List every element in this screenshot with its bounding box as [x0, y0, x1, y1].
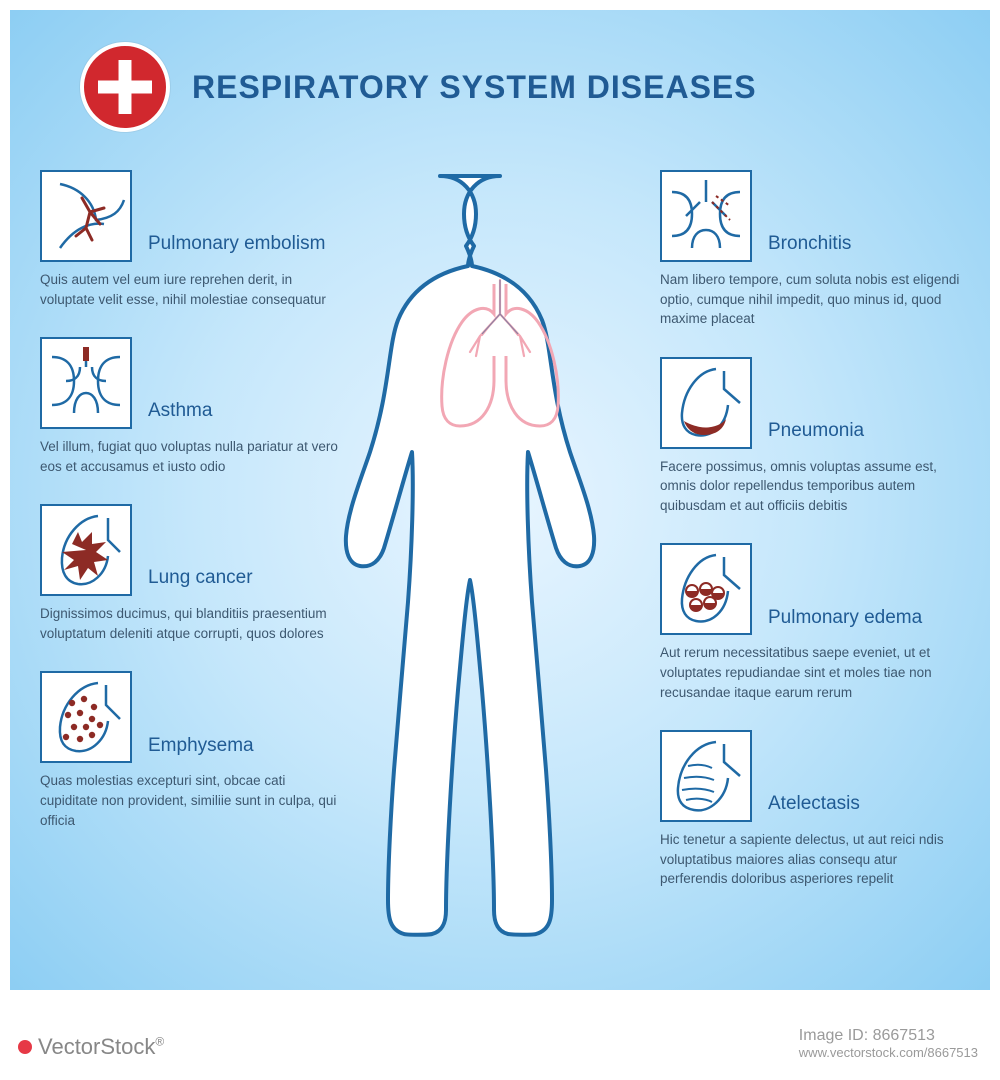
disease-item: Lung cancer Dignissimos ducimus, qui bla… — [40, 504, 340, 643]
header: RESPIRATORY SYSTEM DISEASES — [80, 42, 757, 132]
lung-cancer-icon — [40, 504, 132, 596]
pneumonia-icon — [660, 357, 752, 449]
disease-body: Dignissimos ducimus, qui blanditiis prae… — [40, 604, 340, 643]
disease-title: Pulmonary edema — [768, 607, 922, 636]
bronchitis-icon — [660, 170, 752, 262]
disease-body: Quis autem vel eum iure reprehen derit, … — [40, 270, 340, 309]
disease-title: Pneumonia — [768, 420, 864, 449]
disease-item: Pneumonia Facere possimus, omnis volupta… — [660, 357, 960, 516]
brand-prefix: Vector — [38, 1034, 100, 1059]
disease-body: Facere possimus, omnis voluptas assume e… — [660, 457, 960, 516]
embolism-icon — [40, 170, 132, 262]
infographic-canvas: RESPIRATORY SYSTEM DISEASES — [10, 10, 990, 990]
page-title: RESPIRATORY SYSTEM DISEASES — [192, 69, 757, 106]
disease-item: Atelectasis Hic tenetur a sapiente delec… — [660, 730, 960, 889]
image-id-label: Image ID: 8667513 — [799, 1027, 978, 1045]
medical-cross-icon — [80, 42, 170, 132]
disease-body: Quas molestias excepturi sint, obcae cat… — [40, 771, 340, 830]
disease-body: Nam libero tempore, cum soluta nobis est… — [660, 270, 960, 329]
disease-item: Pulmonary edema Aut rerum necessitatibus… — [660, 543, 960, 702]
emphysema-icon — [40, 671, 132, 763]
left-column: Pulmonary embolism Quis autem vel eum iu… — [40, 170, 340, 858]
disease-body: Vel illum, fugiat quo voluptas nulla par… — [40, 437, 340, 476]
human-body-figure — [340, 170, 660, 950]
disease-title: Pulmonary embolism — [148, 233, 325, 262]
asthma-icon — [40, 337, 132, 429]
disease-item: Bronchitis Nam libero tempore, cum solut… — [660, 170, 960, 329]
disease-item: Pulmonary embolism Quis autem vel eum iu… — [40, 170, 340, 309]
brand-reg: ® — [155, 1035, 164, 1049]
watermark: VectorStock® Image ID: 8667513 www.vecto… — [0, 1027, 1000, 1060]
disease-body: Hic tenetur a sapiente delectus, ut aut … — [660, 830, 960, 889]
disease-item: Asthma Vel illum, fugiat quo voluptas nu… — [40, 337, 340, 476]
disease-title: Atelectasis — [768, 793, 860, 822]
right-column: Bronchitis Nam libero tempore, cum solut… — [660, 170, 960, 917]
atelectasis-icon — [660, 730, 752, 822]
disease-item: Emphysema Quas molestias excepturi sint,… — [40, 671, 340, 830]
disease-body: Aut rerum necessitatibus saepe eveniet, … — [660, 643, 960, 702]
watermark-id: Image ID: 8667513 www.vectorstock.com/86… — [799, 1027, 978, 1060]
image-link: www.vectorstock.com/8667513 — [799, 1045, 978, 1060]
disease-title: Bronchitis — [768, 233, 851, 262]
watermark-brand: VectorStock® — [18, 1034, 164, 1060]
disease-title: Lung cancer — [148, 567, 253, 596]
disease-title: Emphysema — [148, 735, 254, 764]
disease-title: Asthma — [148, 400, 212, 429]
pulmonary-edema-icon — [660, 543, 752, 635]
brand-dot-icon — [18, 1040, 32, 1054]
brand-suffix: Stock — [100, 1034, 155, 1059]
